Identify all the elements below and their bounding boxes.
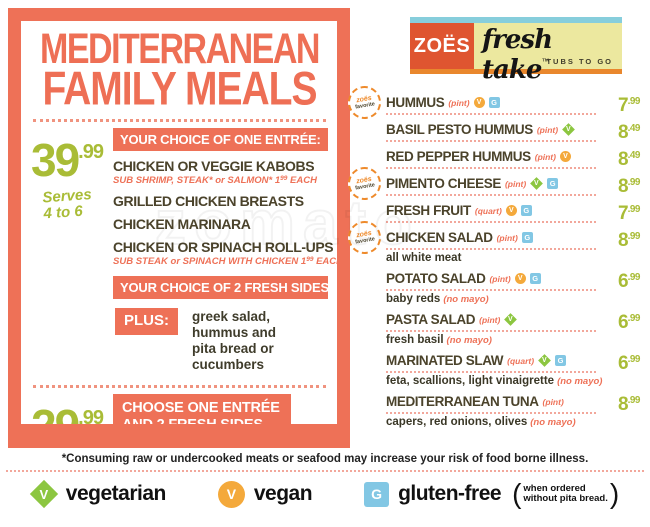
vegetarian-badge-icon: V [530, 177, 544, 190]
no-mayo-note: (no mayo) [557, 376, 603, 387]
title-line-2: FAMILY MEALS [42, 63, 317, 116]
vegan-badge-icon: V [505, 205, 517, 216]
gluten-free-badge-icon: G [547, 178, 559, 189]
gluten-free-note: ( when ordered without pita bread. ) [512, 478, 620, 509]
item-description: capers, red onions, olives (no mayo) [386, 416, 576, 428]
gluten-free-badge-icon: G [488, 97, 500, 108]
deal-39-price-column: 39.99 Serves 4 to 6 [31, 128, 113, 373]
no-mayo-note: (no mayo) [446, 335, 492, 346]
no-mayo-note: (no mayo) [443, 294, 489, 305]
menu-item-pimento-cheese: zoës favorite PIMENTO CHEESE (pint) V G 8… [345, 164, 641, 203]
item-description: baby reds (no mayo) [386, 293, 489, 305]
plus-description: greek salad, hummus and pita bread or cu… [192, 309, 277, 372]
item-description: feta, scallions, light vinaigrette (no ma… [386, 375, 603, 387]
deal-29-price-column: 29.99 Serves 3 to 5 [31, 394, 113, 424]
entree-roll-ups-note: SUB STEAK or SPINACH WITH CHICKEN 199 EA… [113, 256, 337, 267]
item-price: 6.99 [618, 271, 641, 292]
item-description: fresh basil (no mayo) [386, 334, 492, 346]
plus-label: PLUS: [115, 308, 178, 335]
menu-item-mediterranean-tuna: MEDITERRANEAN TUNA (pint) 8.99 capers, r… [348, 391, 641, 428]
item-price: 8.99 [618, 230, 641, 251]
item-price: 7.99 [618, 203, 641, 224]
vegetarian-badge-icon: V [538, 354, 551, 367]
menu-item-basil-pesto-hummus: BASIL PESTO HUMMUS (pint) V 8.49 [348, 119, 641, 143]
deal-39-serves: Serves 4 to 6 [41, 186, 93, 223]
vegetarian-badge-icon: V [29, 479, 58, 509]
entree-roll-ups: CHICKEN OR SPINACH ROLL-UPS [113, 239, 334, 255]
menu-item-red-pepper-hummus: RED PEPPER HUMMUS (pint) V 8.49 [348, 146, 641, 170]
legend-vegetarian: V vegetarian [29, 479, 166, 509]
family-meals-panel: MEDITERRANEAN FAMILY MEALS 39.99 Serves … [8, 8, 350, 448]
menu-item-pasta-salad: PASTA SALAD (pint) V 6.99 fresh basil (no… [348, 309, 641, 346]
gluten-free-badge-icon: G [529, 273, 541, 284]
entree-choice-banner: YOUR CHOICE OF ONE ENTRÉE: [113, 128, 328, 151]
favorite-badge-icon: zoës favorite [345, 164, 384, 203]
family-meals-inner: MEDITERRANEAN FAMILY MEALS 39.99 Serves … [21, 21, 337, 424]
fresh-take-logo: ZOËS fresh take™ TUBS TO GO [410, 17, 622, 85]
gluten-free-badge-icon: G [521, 232, 533, 243]
logo-body: ZOËS fresh take™ TUBS TO GO [410, 23, 622, 85]
logo-blue-bar [410, 17, 622, 23]
vegan-badge-icon: V [559, 151, 571, 162]
deal-39-content: YOUR CHOICE OF ONE ENTRÉE: CHICKEN OR VE… [113, 128, 337, 373]
gluten-free-badge-icon: G [364, 481, 390, 507]
item-price: 8.49 [618, 149, 641, 170]
item-price: 6.99 [618, 353, 641, 374]
fresh-sides-banner: YOUR CHOICE OF 2 FRESH SIDES [113, 276, 329, 299]
logo-tagline: TUBS TO GO [546, 57, 613, 66]
deal-39-price: 39.99 [31, 134, 104, 186]
entree-kabobs: CHICKEN OR VEGGIE KABOBS [113, 158, 315, 174]
item-price: 8.49 [618, 122, 641, 143]
favorite-badge-icon: zoës favorite [345, 218, 384, 257]
zoes-logo: ZOËS [410, 23, 474, 69]
deal-29-banner: CHOOSE ONE ENTRÉE AND 2 FRESH SIDES [113, 394, 291, 424]
menu-item-marinated-slaw: MARINATED SLAW (quart) V G 6.99 feta, sc… [348, 350, 641, 387]
vegetarian-badge-icon: V [504, 313, 518, 326]
menu-item-potato-salad: POTATO SALAD (pint) V G 6.99 baby reds (n… [348, 268, 641, 305]
raw-food-disclaimer: *Consuming raw or undercooked meats or s… [61, 453, 589, 465]
dietary-legend: V vegetarian V vegan G gluten-free ( whe… [0, 479, 650, 509]
dotted-divider [33, 119, 326, 122]
trademark-symbol: ™ [541, 57, 550, 66]
gluten-free-badge-icon: G [555, 355, 567, 366]
logo-orange-bar [410, 69, 622, 74]
deal-29-99: 29.99 Serves 3 to 5 CHOOSE ONE ENTRÉE AN… [31, 394, 328, 424]
legend-vegan: V vegan [217, 480, 313, 508]
entree-kabobs-note: SUB SHRIMP, STEAK* or SALMON* 199 EACH [113, 175, 317, 186]
menu-item-chicken-salad: zoës favorite CHICKEN SALAD (pint) G 8.99… [345, 218, 641, 264]
item-description: all white meat [386, 252, 462, 264]
menu-item-fresh-fruit: FRESH FRUIT (quart) V G 7.99 [348, 200, 641, 224]
gluten-free-badge-icon: G [520, 205, 532, 216]
item-price: 8.99 [618, 394, 641, 415]
dotted-divider [33, 385, 326, 388]
item-price: 8.99 [618, 176, 641, 197]
vegan-badge-icon: V [217, 480, 245, 508]
legend-gluten-free: G gluten-free ( when ordered without pit… [364, 480, 619, 508]
plus-row: PLUS: greek salad, hummus and pita bread… [113, 308, 328, 373]
entree-grilled-chicken: GRILLED CHICKEN BREASTS [113, 193, 304, 209]
item-price: 6.99 [618, 312, 641, 333]
vegan-badge-icon: V [514, 273, 526, 284]
fresh-take-wordmark: fresh take™ TUBS TO GO [474, 23, 622, 85]
deal-29-price: 29.99 [31, 403, 104, 424]
item-price: 7.99 [618, 95, 641, 116]
deal-39-99: 39.99 Serves 4 to 6 YOUR CHOICE OF ONE E… [31, 128, 337, 373]
vegetarian-badge-icon: V [562, 123, 575, 136]
deal-29-content: CHOOSE ONE ENTRÉE AND 2 FRESH SIDES [113, 394, 328, 424]
family-meals-title: MEDITERRANEAN FAMILY MEALS [31, 25, 328, 114]
entree-chicken-marinara: CHICKEN MARINARA [113, 216, 251, 232]
favorite-badge-icon: zoës favorite [345, 83, 384, 122]
title-line-1: MEDITERRANEAN [40, 25, 320, 73]
fresh-take-menu: zoës favorite HUMMUS (pint) V G 7.99 BASI… [345, 83, 641, 432]
menu-item-hummus: zoës favorite HUMMUS (pint) V G 7.99 [345, 83, 641, 122]
no-mayo-note: (no mayo) [530, 417, 576, 428]
footer-dotted-divider [6, 470, 644, 472]
vegan-badge-icon: V [473, 97, 485, 108]
